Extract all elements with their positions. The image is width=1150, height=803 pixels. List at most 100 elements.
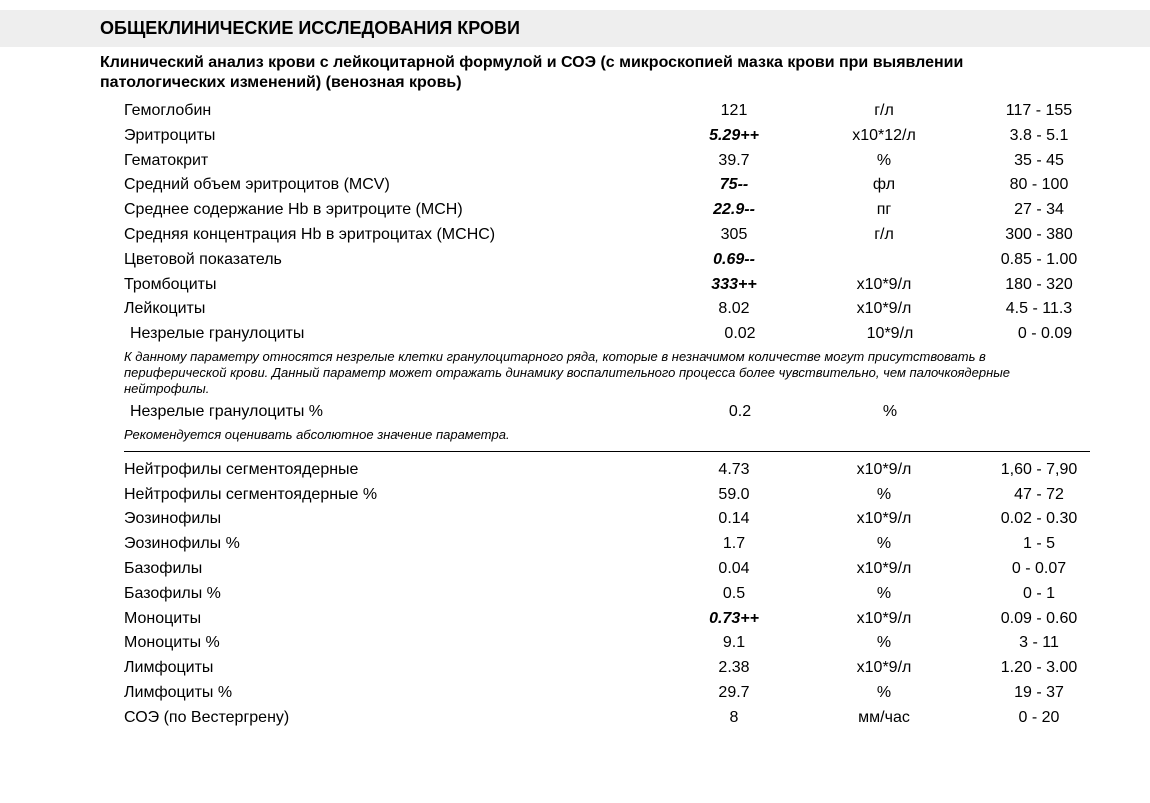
section-subtitle: Клинический анализ крови с лейкоцитарной… — [0, 47, 1150, 99]
param-unit: % — [804, 631, 964, 656]
result-row: Базофилы %0.5%0 - 1 — [100, 582, 1090, 607]
param-unit: х10*9/л — [804, 656, 964, 681]
param-unit: % — [810, 400, 970, 425]
param-value: 0.69-- — [664, 248, 804, 273]
result-row: Эритроциты5.29++х10*12/л3.8 - 5.1 — [100, 124, 1090, 149]
result-row: Эозинофилы0.14х10*9/л0.02 - 0.30 — [100, 507, 1090, 532]
param-name: Моноциты % — [100, 631, 664, 656]
param-reference-range: 19 - 37 — [964, 681, 1114, 706]
param-name: Лимфоциты % — [100, 681, 664, 706]
param-reference-range: 0 - 0.09 — [970, 322, 1120, 347]
result-row: Моноциты %9.1%3 - 11 — [100, 631, 1090, 656]
param-value: 0.5 — [664, 582, 804, 607]
result-row: Моноциты0.73++х10*9/л0.09 - 0.60 — [100, 607, 1090, 632]
param-reference-range: 3.8 - 5.1 — [964, 124, 1114, 149]
param-name: Лейкоциты — [100, 297, 664, 322]
param-value: 59.0 — [664, 483, 804, 508]
result-row: Базофилы0.04х10*9/л0 - 0.07 — [100, 557, 1090, 582]
result-row: Гемоглобин121г/л117 - 155 — [100, 99, 1090, 124]
param-name: Цветовой показатель — [100, 248, 664, 273]
param-value: 5.29++ — [664, 124, 804, 149]
param-value: 333++ — [664, 273, 804, 298]
param-name: СОЭ (по Вестергрену) — [100, 706, 664, 731]
param-reference-range: 0 - 20 — [964, 706, 1114, 731]
param-unit: г/л — [804, 223, 964, 248]
result-row: Гематокрит39.7%35 - 45 — [100, 149, 1090, 174]
param-value: 4.73 — [664, 458, 804, 483]
param-value: 75-- — [664, 173, 804, 198]
param-unit: % — [804, 681, 964, 706]
param-unit: х10*9/л — [804, 507, 964, 532]
result-row: Среднее содержание Hb в эритроците (MCH)… — [100, 198, 1090, 223]
mid-row-wrap: Незрелые гранулоциты %0.2% — [0, 400, 1150, 425]
param-name: Гематокрит — [100, 149, 664, 174]
result-row: СОЭ (по Вестергрену)8мм/час0 - 20 — [100, 706, 1090, 731]
param-value: 1.7 — [664, 532, 804, 557]
result-row: Нейтрофилы сегментоядерные4.73х10*9/л1,6… — [100, 458, 1090, 483]
param-value: 39.7 — [664, 149, 804, 174]
param-name: Эритроциты — [100, 124, 664, 149]
param-reference-range: 80 - 100 — [964, 173, 1114, 198]
param-value: 29.7 — [664, 681, 804, 706]
result-row: Эозинофилы %1.7%1 - 5 — [100, 532, 1090, 557]
param-name: Эозинофилы % — [100, 532, 664, 557]
result-row: Цветовой показатель0.69--0.85 - 1.00 — [100, 248, 1090, 273]
results-block-1: Гемоглобин121г/л117 - 155Эритроциты5.29+… — [0, 99, 1150, 347]
param-reference-range: 0.02 - 0.30 — [964, 507, 1114, 532]
param-reference-range: 1.20 - 3.00 — [964, 656, 1114, 681]
param-unit: 10*9/л — [810, 322, 970, 347]
param-name: Эозинофилы — [100, 507, 664, 532]
param-name: Средняя концентрация Hb в эритроцитах (M… — [100, 223, 664, 248]
result-row: Лимфоциты %29.7%19 - 37 — [100, 681, 1090, 706]
param-reference-range: 35 - 45 — [964, 149, 1114, 174]
results-block-2: Нейтрофилы сегментоядерные4.73х10*9/л1,6… — [0, 458, 1150, 731]
result-row: Нейтрофилы сегментоядерные %59.0%47 - 72 — [100, 483, 1090, 508]
param-name: Моноциты — [100, 607, 664, 632]
param-name: Тромбоциты — [100, 273, 664, 298]
param-value: 0.2 — [670, 400, 810, 425]
param-value: 8.02 — [664, 297, 804, 322]
param-reference-range: 0 - 1 — [964, 582, 1114, 607]
param-unit: пг — [804, 198, 964, 223]
param-reference-range: 3 - 11 — [964, 631, 1114, 656]
param-unit: % — [804, 149, 964, 174]
param-value: 22.9-- — [664, 198, 804, 223]
param-reference-range: 4.5 - 11.3 — [964, 297, 1114, 322]
result-row: Тромбоциты333++х10*9/л180 - 320 — [100, 273, 1090, 298]
result-row: Лимфоциты2.38х10*9/л1.20 - 3.00 — [100, 656, 1090, 681]
param-value: 9.1 — [664, 631, 804, 656]
param-value: 0.02 — [670, 322, 810, 347]
param-unit: г/л — [804, 99, 964, 124]
lab-report-page: ОБЩЕКЛИНИЧЕСКИЕ ИССЛЕДОВАНИЯ КРОВИ Клини… — [0, 10, 1150, 761]
param-unit: мм/час — [804, 706, 964, 731]
note-1-wrap: К данному параметру относятся незрелые к… — [0, 347, 1150, 400]
param-unit: % — [804, 483, 964, 508]
param-unit: х10*9/л — [804, 607, 964, 632]
footnote-2: Рекомендуется оценивать абсолютное значе… — [100, 425, 1090, 445]
param-reference-range: 0.09 - 0.60 — [964, 607, 1114, 632]
param-name: Нейтрофилы сегментоядерные % — [100, 483, 664, 508]
param-value: 305 — [664, 223, 804, 248]
param-reference-range: 180 - 320 — [964, 273, 1114, 298]
result-row: Незрелые гранулоциты0.0210*9/л0 - 0.09 — [100, 322, 1090, 347]
section-divider — [124, 451, 1090, 452]
param-reference-range: 117 - 155 — [964, 99, 1114, 124]
param-unit: % — [804, 532, 964, 557]
param-unit: фл — [804, 173, 964, 198]
param-reference-range: 0.85 - 1.00 — [964, 248, 1114, 273]
param-unit: х10*9/л — [804, 458, 964, 483]
param-unit: х10*9/л — [804, 297, 964, 322]
param-unit: % — [804, 582, 964, 607]
param-name: Базофилы — [100, 557, 664, 582]
param-reference-range: 1 - 5 — [964, 532, 1114, 557]
footnote-1: К данному параметру относятся незрелые к… — [100, 347, 1090, 400]
param-value: 8 — [664, 706, 804, 731]
param-name: Среднее содержание Hb в эритроците (MCH) — [100, 198, 664, 223]
param-unit: х10*9/л — [804, 557, 964, 582]
param-value: 121 — [664, 99, 804, 124]
param-reference-range: 0 - 0.07 — [964, 557, 1114, 582]
param-reference-range: 1,60 - 7,90 — [964, 458, 1114, 483]
param-value: 0.14 — [664, 507, 804, 532]
param-name: Гемоглобин — [100, 99, 664, 124]
result-row: Незрелые гранулоциты %0.2% — [100, 400, 1090, 425]
